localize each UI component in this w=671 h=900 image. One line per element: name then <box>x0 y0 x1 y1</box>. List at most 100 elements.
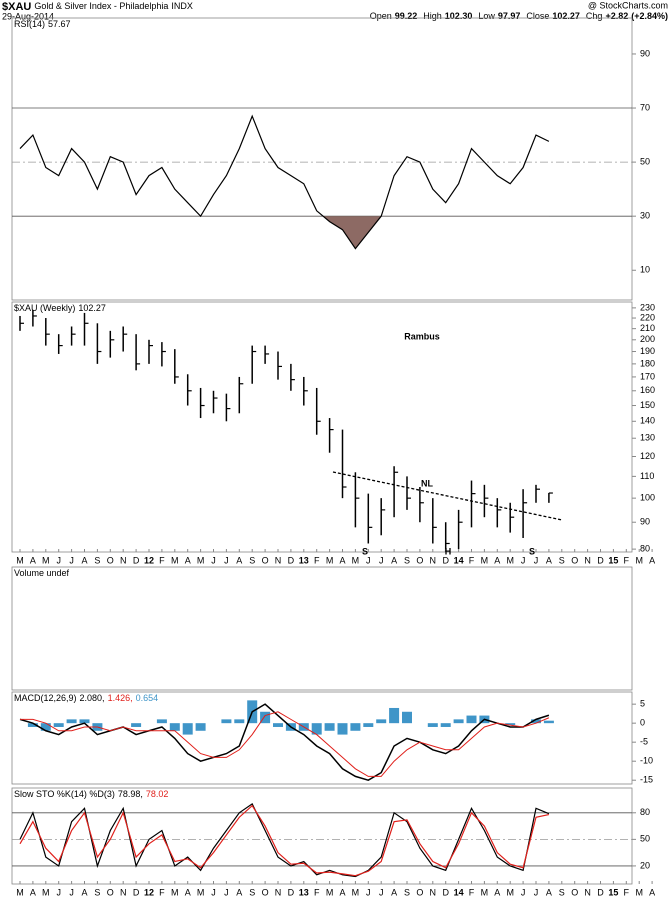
x-tick-label: D <box>288 555 295 565</box>
panel-label: $XAU (Weekly) 102.27 <box>14 303 106 313</box>
x-tick-label: S <box>559 887 565 897</box>
y-tick-label: 150 <box>640 400 655 410</box>
x-tick-label: N <box>584 555 591 565</box>
x-tick-label: S <box>404 555 410 565</box>
x-tick-label: J <box>69 887 74 897</box>
histogram-bar <box>79 719 90 724</box>
y-tick-label: 190 <box>640 346 655 356</box>
panel-frame <box>11 566 633 691</box>
histogram-bar <box>156 719 167 724</box>
x-tick-label: N <box>275 887 282 897</box>
y-tick-label: 200 <box>640 334 655 344</box>
x-tick-label: J <box>69 555 74 565</box>
x-tick-label: F <box>469 555 475 565</box>
x-tick-label: A <box>236 555 242 565</box>
x-tick-label: N <box>584 887 591 897</box>
panel-label-text: MACD(12,26,9) <box>14 693 77 703</box>
x-tick-label: M <box>42 887 50 897</box>
x-tick-label: J <box>224 555 229 565</box>
annotation: S <box>362 546 368 556</box>
panel-label-text: Slow STO %K(14) %D(3) <box>14 789 115 799</box>
x-tick-label: M <box>16 887 24 897</box>
brand: @ StockCharts.com <box>588 0 668 10</box>
quote-value: 102.27 <box>552 11 580 21</box>
panel-label: RSI(14) 57.67 <box>14 19 71 29</box>
x-tick-label: 12 <box>144 555 154 565</box>
histogram-bar <box>234 719 245 724</box>
quote-label: Close <box>526 11 549 21</box>
x-tick-label: A <box>30 887 36 897</box>
x-tick-label: O <box>416 887 423 897</box>
x-tick-label: A <box>339 555 345 565</box>
x-tick-label: J <box>224 887 229 897</box>
x-tick-label: A <box>236 887 242 897</box>
histogram-bar <box>260 711 271 724</box>
y-tick-label: 80 <box>640 807 650 817</box>
histogram-bar <box>131 723 142 727</box>
y-tick-label: 10 <box>640 265 650 275</box>
x-tick-label: O <box>571 555 578 565</box>
x-tick-label: M <box>16 555 24 565</box>
index-name: Gold & Silver Index - Philadelphia <box>34 1 168 11</box>
panel-last-value: 57.67 <box>48 19 71 29</box>
x-tick-label: N <box>120 555 127 565</box>
x-tick-label: N <box>275 555 282 565</box>
header-title: $XAU Gold & Silver Index - Philadelphia IN… <box>2 1 193 13</box>
y-tick-label: 170 <box>640 371 655 381</box>
histogram-bar <box>402 711 412 724</box>
histogram-bar <box>376 719 387 724</box>
histogram-bar <box>221 719 232 724</box>
x-tick-label: M <box>42 555 50 565</box>
x-tick-label: D <box>442 887 449 897</box>
panel-last-value: 1.426, <box>108 693 133 703</box>
panel-frame <box>11 17 633 301</box>
x-tick-label: 13 <box>299 887 309 897</box>
x-tick-label: N <box>120 887 127 897</box>
x-tick-label: 15 <box>608 555 618 565</box>
x-tick-label: S <box>559 555 565 565</box>
oversold-fill <box>323 216 382 249</box>
panel-last-value: 0.654 <box>136 693 159 703</box>
y-tick-label: 220 <box>640 312 655 322</box>
panel-last-value: 78.02 <box>146 789 169 799</box>
x-tick-label: J <box>534 555 539 565</box>
panel-frame <box>11 691 633 785</box>
quote-label: High <box>423 11 442 21</box>
y-tick-label: -10 <box>640 756 653 766</box>
histogram-bar <box>195 723 206 731</box>
histogram-bar <box>427 723 438 727</box>
histogram-bar <box>363 723 374 727</box>
y-tick-label: 230 <box>640 302 655 312</box>
y-tick-label: 90 <box>640 517 650 527</box>
histogram-bar <box>53 723 64 727</box>
x-tick-label: J <box>534 887 539 897</box>
y-tick-label: 180 <box>640 358 655 368</box>
panel-label: Volume undef <box>14 568 70 578</box>
x-tick-label: M <box>171 555 179 565</box>
panel-frame <box>11 787 633 885</box>
histogram-bar <box>466 715 477 724</box>
x-tick-label: A <box>494 555 500 565</box>
x-tick-label: A <box>81 887 87 897</box>
x-tick-label: 12 <box>144 887 154 897</box>
x-tick-label: M <box>506 887 514 897</box>
histogram-bar <box>40 723 51 731</box>
y-tick-label: 20 <box>640 860 650 870</box>
x-tick-label: 14 <box>454 887 464 897</box>
x-tick-label: S <box>404 887 410 897</box>
x-tick-label: O <box>416 555 423 565</box>
x-tick-label: 14 <box>454 555 464 565</box>
y-tick-label: 5 <box>640 699 645 709</box>
histogram-bar <box>311 723 322 735</box>
x-tick-label: J <box>366 555 371 565</box>
y-tick-label: -15 <box>640 775 653 785</box>
y-tick-label: 130 <box>640 433 655 443</box>
x-tick-label: S <box>94 887 100 897</box>
quote: Open 99.22 High 102.30 Low 97.97 Close 102.27 Ch… <box>370 11 668 21</box>
x-tick-label: J <box>521 555 526 565</box>
histogram-bar <box>182 723 193 735</box>
quote-value: 99.22 <box>395 11 418 21</box>
y-tick-label: 50 <box>640 834 650 844</box>
x-tick-label: J <box>56 887 61 897</box>
y-tick-label: 30 <box>640 211 650 221</box>
